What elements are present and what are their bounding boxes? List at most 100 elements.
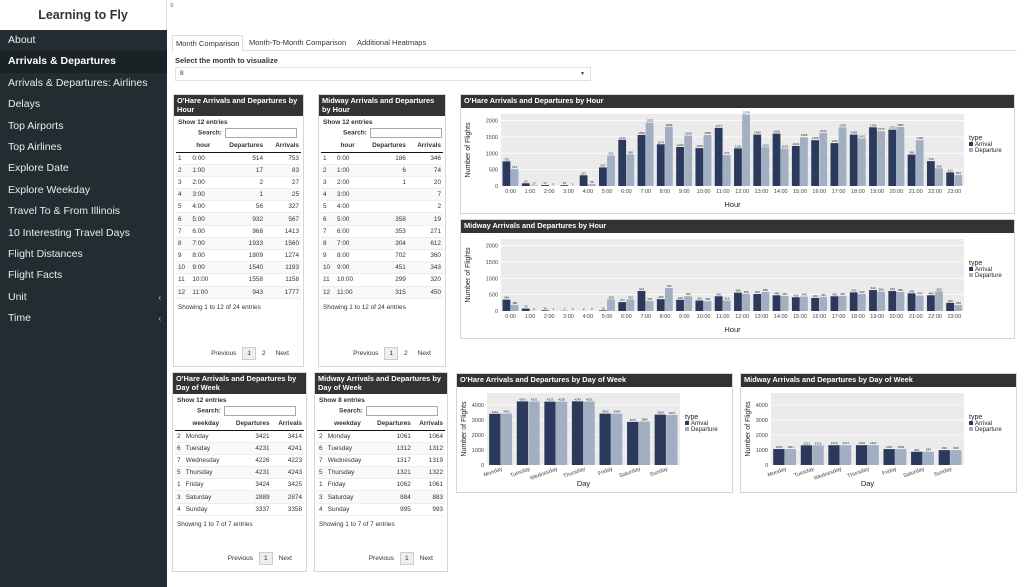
- sidebar-item-explore-weekday[interactable]: Explore Weekday: [0, 180, 167, 201]
- table-length-select[interactable]: Show 8 entries: [319, 397, 365, 404]
- y-tick-label: 0: [481, 463, 484, 469]
- sidebar-item-unit[interactable]: Unit ‹: [0, 287, 167, 308]
- column-header[interactable]: Arrivals: [407, 140, 443, 153]
- data-label: 995: [953, 446, 958, 450]
- table-cell: 327: [265, 200, 301, 214]
- table-row: 3 2:00 1 20: [321, 176, 443, 190]
- page-previous[interactable]: Previous: [368, 555, 394, 562]
- table-length-select[interactable]: Show 12 entries: [178, 119, 228, 126]
- column-header[interactable]: Arrivals: [265, 140, 301, 153]
- page-next[interactable]: Next: [275, 350, 289, 357]
- table-cell: 1: [317, 478, 326, 492]
- page-2[interactable]: 2: [404, 350, 408, 357]
- data-label: 480: [929, 291, 934, 295]
- column-header[interactable]: Departures: [360, 140, 408, 153]
- data-label: 1794: [870, 123, 877, 127]
- page-previous[interactable]: Previous: [353, 350, 379, 357]
- table-length-select[interactable]: Show 12 entries: [323, 119, 373, 126]
- data-table: hour Departures Arrivals 1 0:00 514 753 2 1:00 17…: [176, 140, 301, 299]
- search-input[interactable]: [223, 406, 296, 416]
- page-next[interactable]: Next: [417, 350, 431, 357]
- x-tick-label: 18:00: [851, 189, 865, 195]
- page-1[interactable]: 1: [384, 347, 398, 360]
- column-header[interactable]: Departures: [216, 140, 266, 153]
- data-table: weekday Departures Arrivals 2 Monday 3421 3414…: [175, 418, 304, 516]
- x-tick-label: 19:00: [870, 314, 884, 320]
- legend-title: type: [969, 414, 982, 421]
- table-cell: 2889: [227, 490, 272, 504]
- month-select[interactable]: 8 ▼: [175, 67, 591, 81]
- sidebar-item-top-airports[interactable]: Top Airports: [0, 116, 167, 137]
- bar-arrival: [753, 293, 762, 311]
- data-label: 250: [948, 298, 953, 302]
- tab-heatmaps[interactable]: Additional Heatmaps: [357, 38, 427, 47]
- page-1[interactable]: 1: [259, 552, 273, 565]
- legend-title: type: [685, 414, 698, 421]
- sidebar-item-delays[interactable]: Delays: [0, 94, 167, 115]
- sidebar-item-time[interactable]: Time ‹: [0, 308, 167, 329]
- y-tick-label: 2000: [486, 118, 498, 124]
- bar-arrival: [599, 413, 611, 465]
- legend-entry: Departure: [975, 148, 1002, 154]
- page-previous[interactable]: Previous: [227, 555, 253, 562]
- search-input[interactable]: [224, 128, 297, 138]
- x-tick-label: 21:00: [909, 314, 923, 320]
- sidebar-item-about[interactable]: About: [0, 30, 167, 51]
- search-label: Search:: [198, 129, 222, 137]
- sidebar-item-flight-distances[interactable]: Flight Distances: [0, 244, 167, 265]
- table-cell: 451: [360, 261, 408, 275]
- search-input[interactable]: [369, 128, 442, 138]
- page-next[interactable]: Next: [419, 555, 433, 562]
- x-tick-label: Wednesday: [529, 466, 558, 482]
- tab-month-to-month[interactable]: Month-To-Month Comparison: [249, 38, 347, 47]
- column-header[interactable]: Departures: [227, 418, 272, 431]
- column-header[interactable]: [321, 140, 336, 153]
- table-cell: Friday: [183, 478, 228, 492]
- sidebar-item-top-airlines[interactable]: Top Airlines: [0, 137, 167, 158]
- bar-departure: [877, 291, 885, 311]
- sidebar-item-label: Top Airlines: [8, 140, 62, 153]
- table-cell: 1558: [216, 273, 266, 287]
- tab-month-comparison[interactable]: Month Comparison: [172, 35, 244, 52]
- sidebar-toggle-icon[interactable]: ≡: [170, 3, 174, 9]
- data-label: 540: [937, 164, 942, 168]
- table-cell: Wednesday: [183, 454, 228, 468]
- chart-title: Midway Arrivals and Departures by Hour: [461, 220, 1014, 233]
- page-1[interactable]: 1: [242, 347, 256, 360]
- column-header[interactable]: Arrivals: [271, 418, 304, 431]
- chart-title: O'Hare Arrivals and Departures by Hour: [461, 95, 1014, 108]
- bar-arrival: [772, 294, 781, 311]
- sidebar-item-flight-facts[interactable]: Flight Facts: [0, 265, 167, 286]
- column-header[interactable]: hour: [335, 140, 361, 153]
- search-input[interactable]: [365, 406, 438, 416]
- sidebar-item-explore-date[interactable]: Explore Date: [0, 158, 167, 179]
- sidebar-item-10-interesting-travel-days[interactable]: 10 Interesting Travel Days: [0, 223, 167, 244]
- tab-bar: Month Comparison Month-To-Month Comparis…: [172, 33, 1017, 52]
- data-label: 1064: [776, 445, 783, 449]
- page-1[interactable]: 1: [400, 552, 414, 565]
- column-header[interactable]: weekday: [183, 418, 228, 431]
- column-header[interactable]: weekday: [325, 418, 370, 431]
- page-next[interactable]: Next: [278, 555, 292, 562]
- column-header[interactable]: [317, 418, 326, 431]
- page-2[interactable]: 2: [262, 350, 266, 357]
- column-header[interactable]: [176, 140, 191, 153]
- sidebar-item-arrivals-departures[interactable]: Arrivals & Departures: [0, 51, 167, 73]
- column-header[interactable]: hour: [190, 140, 217, 153]
- x-tick-label: 20:00: [890, 314, 904, 320]
- bar-arrival: [637, 290, 646, 311]
- page-previous[interactable]: Previous: [211, 350, 237, 357]
- table-cell: 932: [216, 212, 266, 226]
- midway-hour-chart: Midway Arrivals and Departures by Hour 0 5…: [460, 219, 1015, 339]
- data-label: 1569: [851, 130, 858, 134]
- data-label: 580: [763, 288, 768, 292]
- data-label: 186: [512, 300, 517, 304]
- table-length-select[interactable]: Show 12 entries: [177, 397, 227, 404]
- column-header[interactable]: Departures: [369, 418, 413, 431]
- column-header[interactable]: Arrivals: [412, 418, 445, 431]
- sidebar-item-travel-to-from-illinois[interactable]: Travel To & From Illinois: [0, 201, 167, 222]
- sidebar-item-arrivals-departures-airlines[interactable]: Arrivals & Departures: Airlines: [0, 73, 167, 94]
- column-header[interactable]: [175, 418, 184, 431]
